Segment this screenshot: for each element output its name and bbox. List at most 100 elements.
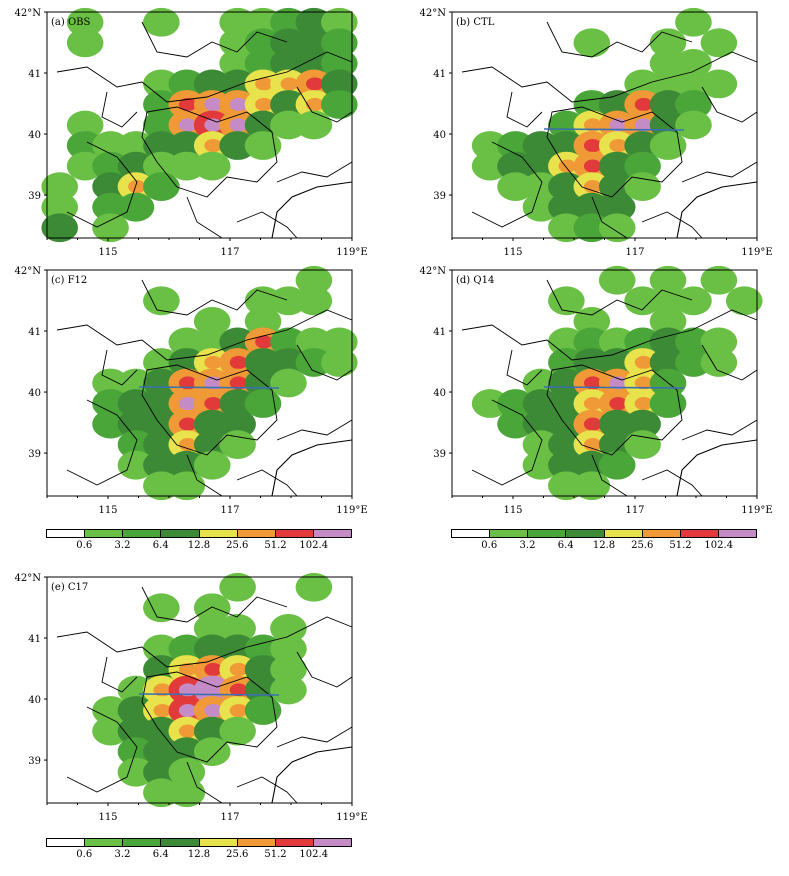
coastline — [676, 181, 758, 239]
precip-cell — [624, 286, 661, 316]
precip-cell — [117, 192, 155, 222]
panel-label: (a) OBS — [51, 17, 90, 28]
precip-field — [92, 572, 333, 808]
precip-cell — [219, 572, 256, 602]
precip-cell — [193, 306, 231, 336]
lat-tick-label: 39 — [433, 191, 446, 202]
precip-core — [204, 138, 223, 153]
precip-core — [583, 180, 602, 194]
precip-cell — [320, 28, 358, 58]
precip-cell — [522, 450, 560, 480]
precip-cell — [649, 327, 687, 357]
colorbar-precip-c: 0.6 3.2 6.4 12.8 25.6 51.2 102.4 — [46, 529, 352, 553]
precip-cell — [270, 286, 307, 316]
precip-cell — [117, 737, 155, 767]
precip-cell — [244, 131, 282, 160]
precip-cell — [548, 286, 585, 316]
precip-cell — [320, 48, 358, 78]
colorbar-swatch — [490, 530, 529, 537]
precip-core — [178, 417, 197, 431]
precip-cell — [624, 131, 661, 160]
precip-cell — [244, 655, 282, 684]
lon-tick-label: 115 — [503, 247, 522, 258]
precip-core — [609, 138, 628, 153]
precip-core — [178, 662, 197, 677]
colorbar-label: 102.4 — [299, 849, 329, 860]
precip-core — [178, 396, 197, 411]
precip-cell — [244, 7, 282, 37]
lon-tick-label: 115 — [503, 505, 522, 516]
colorbar-swatch — [313, 530, 351, 537]
precip-cell — [219, 69, 256, 99]
precip-cell — [117, 696, 155, 725]
boundary-lines — [56, 586, 353, 804]
precip-cell — [675, 110, 712, 140]
precip-cell — [649, 90, 687, 119]
precip-cell — [66, 7, 104, 37]
precip-cell — [522, 409, 560, 439]
precip-cell — [143, 471, 180, 501]
lat-tick-label: 39 — [433, 449, 446, 460]
lon-tick-label: 119°E — [741, 505, 772, 516]
boundary-line — [296, 651, 353, 688]
precip-cell — [573, 348, 611, 377]
precip-cell — [117, 151, 155, 181]
precip-cell — [624, 69, 661, 99]
precip-cell — [143, 90, 180, 119]
colorbar-strip — [46, 838, 352, 847]
precip-cell — [548, 327, 585, 357]
colorbar-swatch — [47, 839, 86, 846]
colorbar-swatch — [528, 530, 567, 537]
cross-section-line — [138, 693, 280, 696]
colorbar-strip — [451, 529, 757, 538]
precip-cell — [219, 48, 256, 78]
precip-cell — [193, 450, 231, 480]
boundary-line — [591, 196, 628, 239]
precip-cell — [548, 450, 585, 480]
precip-core — [204, 97, 223, 112]
colorbar-label: 25.6 — [631, 540, 654, 551]
precip-cell — [270, 28, 307, 58]
precip-cell — [270, 110, 307, 140]
panel-label: (c) F12 — [51, 275, 87, 286]
precip-cell — [497, 131, 534, 160]
precip-cell — [295, 286, 333, 316]
precip-cell — [193, 430, 231, 460]
precip-core — [178, 724, 197, 738]
precip-core — [305, 97, 324, 112]
boundary-line — [461, 309, 758, 361]
precip-cell — [573, 327, 611, 357]
precip-cell — [41, 192, 79, 222]
lon-tick-label: 115 — [98, 247, 117, 258]
precip-cell — [700, 28, 738, 58]
precip-cell — [700, 265, 738, 295]
colorbar-swatch — [47, 530, 86, 537]
lat-tick-label: 40 — [28, 130, 41, 141]
lon-tick-label: 119°E — [336, 247, 367, 258]
boundary-line — [66, 706, 138, 793]
panel-label: (d) Q14 — [456, 275, 494, 286]
precip-core — [153, 683, 172, 697]
precip-core — [229, 683, 248, 697]
colorbar-label: 3.2 — [114, 540, 131, 551]
colorbar-swatch — [642, 530, 681, 537]
lat-tick-label: 39 — [28, 191, 41, 202]
precip-cell — [219, 409, 256, 439]
precip-cell — [92, 131, 129, 160]
boundary-line — [186, 196, 223, 239]
precip-core — [634, 97, 653, 112]
precip-cell — [624, 430, 661, 460]
boundary-line — [681, 419, 758, 441]
precip-cell — [219, 389, 256, 418]
boundary-line — [101, 91, 138, 128]
colorbar-swatch — [680, 530, 719, 537]
precip-cell — [193, 737, 231, 767]
precip-cell — [66, 28, 104, 58]
precip-cell — [193, 327, 231, 357]
precip-cell — [270, 675, 307, 705]
precip-cell — [548, 348, 585, 377]
precip-cell — [471, 389, 509, 418]
precip-cell — [295, 265, 333, 295]
precip-cell — [548, 368, 585, 398]
lat-tick-label: 40 — [433, 388, 446, 399]
